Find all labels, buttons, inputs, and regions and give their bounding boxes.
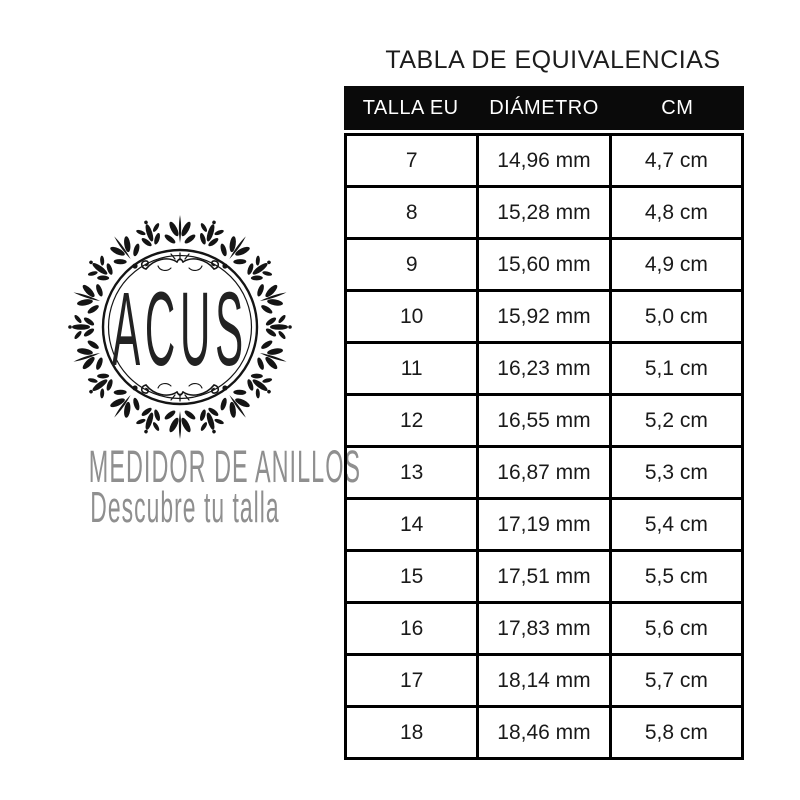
table-header-row: TALLA EU DIÁMETRO CM <box>344 86 744 130</box>
diametro-cell: 15,60 mm <box>476 237 612 292</box>
diametro-cell: 16,55 mm <box>476 393 612 448</box>
talla-eu-cell: 13 <box>343 445 480 500</box>
cm-cell: 5,8 cm <box>608 705 745 760</box>
table-row: 15 17,51 mm 5,5 cm <box>343 549 745 604</box>
diametro-cell: 15,28 mm <box>476 185 612 240</box>
logo-circle-outer <box>101 248 259 406</box>
diametro-cell: 18,14 mm <box>476 653 612 708</box>
cm-cell: 5,5 cm <box>608 549 745 604</box>
header-talla-eu: TALLA EU <box>362 96 459 119</box>
cm-cell: 4,8 cm <box>608 185 745 240</box>
table-row: 11 16,23 mm 5,1 cm <box>343 341 745 396</box>
header-cm: CM <box>661 96 694 119</box>
equivalence-table: 7 14,96 mm 4,7 cm 8 15,28 mm 4,8 cm 9 15… <box>343 133 745 760</box>
diametro-cell: 17,83 mm <box>476 601 612 656</box>
talla-eu-cell: 10 <box>343 289 480 344</box>
diametro-cell: 17,51 mm <box>476 549 612 604</box>
table-row: 16 17,83 mm 5,6 cm <box>343 601 745 656</box>
logo-text: ACUS <box>112 270 248 387</box>
brand-tagline-secondary: Descubre tu talla <box>90 483 280 532</box>
talla-eu-cell: 12 <box>343 393 480 448</box>
table-row: 7 14,96 mm 4,7 cm <box>343 133 745 188</box>
diametro-cell: 18,46 mm <box>476 705 612 760</box>
talla-eu-cell: 16 <box>343 601 480 656</box>
talla-eu-cell: 8 <box>343 185 480 240</box>
header-diametro: DIÁMETRO <box>489 96 599 119</box>
cm-cell: 5,0 cm <box>608 289 745 344</box>
talla-eu-cell: 11 <box>343 341 480 396</box>
table-row: 10 15,92 mm 5,0 cm <box>343 289 745 344</box>
table-row: 18 18,46 mm 5,8 cm <box>343 705 745 760</box>
table-title: TABLA DE EQUIVALENCIAS <box>385 46 721 74</box>
diametro-cell: 15,92 mm <box>476 289 612 344</box>
cm-cell: 5,1 cm <box>608 341 745 396</box>
diametro-cell: 16,87 mm <box>476 445 612 500</box>
talla-eu-cell: 17 <box>343 653 480 708</box>
cm-cell: 4,9 cm <box>608 237 745 292</box>
logo-wreath: ACUS <box>68 215 292 439</box>
cm-cell: 5,7 cm <box>608 653 745 708</box>
table-row: 12 16,55 mm 5,2 cm <box>343 393 745 448</box>
talla-eu-cell: 9 <box>343 237 480 292</box>
diametro-cell: 14,96 mm <box>476 133 612 188</box>
brand-tagline-primary: MEDIDOR DE ANILLOS <box>88 441 362 492</box>
diametro-cell: 16,23 mm <box>476 341 612 396</box>
diametro-cell: 17,19 mm <box>476 497 612 552</box>
talla-eu-cell: 14 <box>343 497 480 552</box>
cm-cell: 5,2 cm <box>608 393 745 448</box>
cm-cell: 5,6 cm <box>608 601 745 656</box>
table-row: 17 18,14 mm 5,7 cm <box>343 653 745 708</box>
talla-eu-cell: 7 <box>343 133 480 188</box>
talla-eu-cell: 18 <box>343 705 480 760</box>
cm-cell: 5,3 cm <box>608 445 745 500</box>
table-row: 8 15,28 mm 4,8 cm <box>343 185 745 240</box>
table-row: 13 16,87 mm 5,3 cm <box>343 445 745 500</box>
talla-eu-cell: 15 <box>343 549 480 604</box>
cm-cell: 4,7 cm <box>608 133 745 188</box>
cm-cell: 5,4 cm <box>608 497 745 552</box>
table-row: 9 15,60 mm 4,9 cm <box>343 237 745 292</box>
table-row: 14 17,19 mm 5,4 cm <box>343 497 745 552</box>
